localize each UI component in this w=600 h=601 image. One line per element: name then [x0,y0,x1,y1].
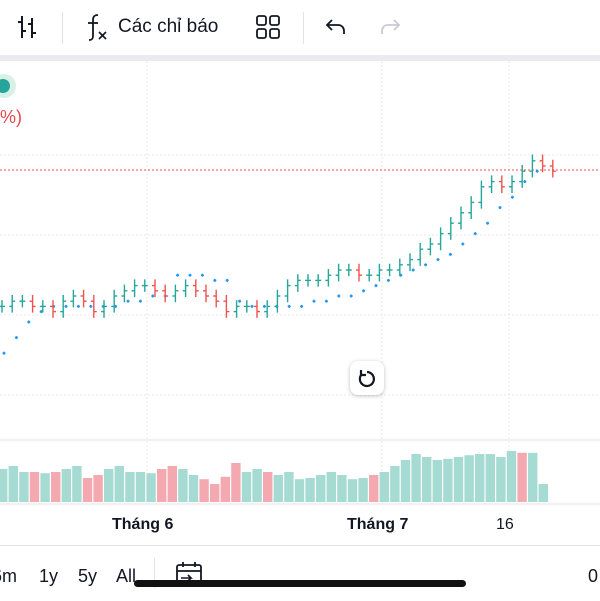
toolbar-separator [62,12,63,44]
volume-bar [506,451,517,502]
bar-style-button[interactable] [16,10,40,44]
volume-bar [379,472,389,502]
volume-bar [400,460,411,502]
layout-button[interactable] [255,10,281,44]
volume-bar [93,475,103,502]
volume-bar [252,469,262,502]
reset-icon [358,370,375,388]
volume-bar [210,484,220,502]
volume-bar [337,475,347,502]
volume-bar [517,452,527,502]
volume-bar [422,457,432,502]
undo-icon [325,19,345,34]
volume-bar [114,466,124,502]
go-to-date-button[interactable] [175,560,203,593]
undo-button[interactable] [324,10,348,44]
volume-bar [496,457,506,502]
time-label-july: Tháng 7 [347,516,409,533]
volume-bar [178,469,188,502]
range-bar: 6m 1y 5y All 0 [0,545,600,601]
layout-grid-icon [256,15,280,39]
volume-bar [241,472,252,502]
redo-icon [381,19,401,34]
function-icon [88,14,107,41]
volume-bar [82,478,93,502]
bar-style-icon [18,16,36,38]
volume-bar [199,479,209,502]
volume-bar [538,484,548,502]
volume-bar [369,475,379,502]
volume-bar [347,479,358,502]
volume-bar [475,454,485,502]
volume-bar [40,473,50,502]
volume-bar [188,475,199,502]
volume-bar [464,455,474,502]
range-separator [154,558,155,588]
range-5y[interactable]: 5y [78,566,98,586]
volume-bar [390,466,400,502]
volume-bar [157,469,167,502]
reset-chart-button[interactable] [350,361,384,395]
volume-bar [72,466,82,502]
volume-bar [453,457,464,502]
right-edge-value: 0 [588,566,599,586]
volume-bar [125,472,135,502]
volume-bar [167,466,177,502]
range-1y[interactable]: 1y [39,566,59,586]
volume-bar [294,479,305,502]
volume-bar [19,472,29,502]
volume-bar [443,458,453,502]
volume-bar [358,478,368,502]
chart-toolbar: Các chỉ báo [0,0,600,55]
volume-bar [0,469,8,502]
volume-bar [411,454,421,502]
volume-bar [273,475,283,502]
volume-bar [432,460,442,502]
volume-bar [326,472,336,502]
volume-bar [528,452,538,502]
time-label-16: 16 [496,516,514,533]
change-percent: %) [0,107,22,127]
volume-bar [263,472,273,502]
volume-bar [51,472,61,502]
toolbar-divider [0,55,600,61]
range-6m[interactable]: 6m [0,566,18,586]
toolbar-separator [303,12,304,44]
volume-bar [284,472,294,502]
volume-bar [146,473,156,502]
indicators-button[interactable]: Các chỉ báo [84,10,218,44]
volume-bar [8,466,18,502]
volume-bar [29,472,40,502]
home-indicator [134,580,466,587]
price-chart[interactable] [0,61,600,545]
indicators-label: Các chỉ báo [118,16,219,37]
volume-bar [135,472,146,502]
range-all[interactable]: All [116,566,137,586]
volume-bar [485,454,495,502]
volume-bar [231,463,241,502]
volume-bar [316,475,326,502]
volume-bar [104,469,114,502]
volume-bar [61,469,71,502]
time-label-june: Tháng 6 [112,516,174,533]
volume-bar [305,478,315,502]
redo-button[interactable] [378,10,402,44]
status-badge[interactable] [0,74,16,98]
volume-bar [220,476,230,502]
